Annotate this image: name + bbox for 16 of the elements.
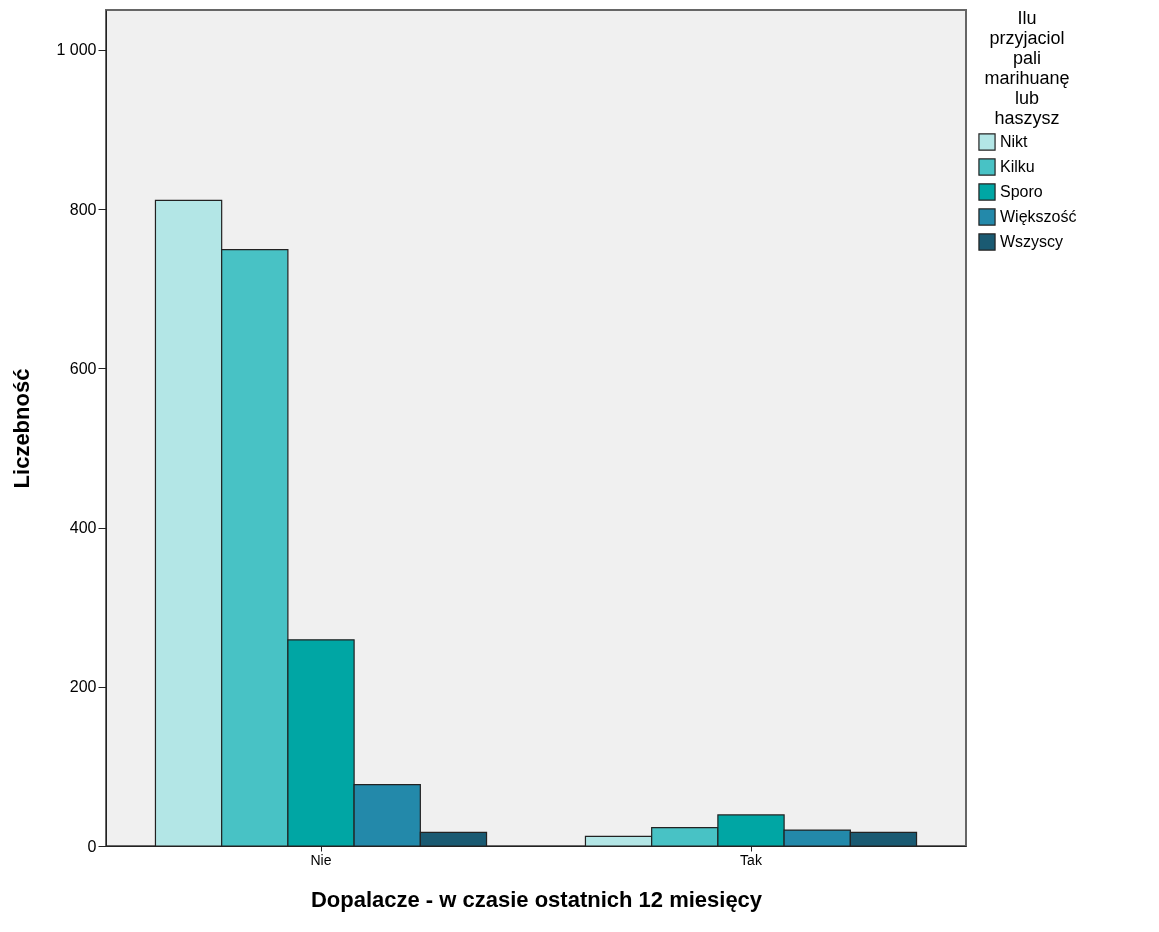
y-tick-label: 1 000 — [56, 41, 97, 59]
x-tick-label: Tak — [740, 851, 763, 868]
legend-label: Nikt — [1000, 133, 1029, 150]
y-axis-title: Liczebność — [9, 368, 35, 489]
legend-label: Większość — [1000, 208, 1077, 225]
y-tick-label: 400 — [69, 519, 97, 537]
y-tick-label: 800 — [69, 200, 97, 218]
legend-title: Ilu przyjaciol pali marihuanę lub haszysz — [984, 8, 1070, 128]
legend-label: Wszyscy — [1000, 233, 1064, 250]
y-tick-label: 600 — [69, 359, 97, 377]
y-tick-label: 200 — [69, 678, 97, 696]
x-tick-label: Nie — [310, 851, 332, 868]
legend-label: Kilku — [1000, 158, 1035, 175]
y-tick-label: 0 — [87, 837, 97, 855]
x-axis-title: Dopalacze - w czasie ostatnich 12 miesięcy — [310, 886, 763, 912]
legend-label: Sporo — [1000, 183, 1043, 200]
